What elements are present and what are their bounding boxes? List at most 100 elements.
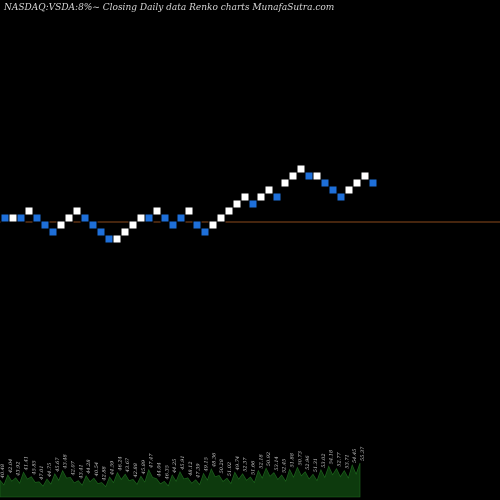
renko-brick-down: [192, 220, 202, 230]
volume-label: 47.01: [39, 465, 45, 480]
volume-label: 43.92: [16, 461, 22, 476]
renko-brick-down: [328, 185, 338, 195]
renko-brick-up: [64, 213, 74, 223]
renko-brick-down: [88, 220, 98, 230]
volume-label: 54.45: [352, 449, 358, 463]
renko-brick-down: [176, 213, 186, 223]
volume-label: 43.67: [125, 457, 131, 473]
renko-brick-down: [16, 213, 26, 223]
volume-area-path: [0, 462, 361, 498]
volume-label: 53.14: [274, 456, 280, 470]
renko-brick-up: [352, 178, 362, 188]
volume-label: 51.88: [290, 453, 296, 467]
renko-brick-up: [56, 220, 66, 230]
renko-brick-down: [40, 220, 50, 230]
renko-brick-down: [96, 227, 106, 237]
renko-brick-up: [240, 192, 250, 202]
renko-brick-up: [128, 220, 138, 230]
renko-brick-down: [0, 213, 10, 223]
volume-area: [0, 462, 361, 498]
volume-label: 49.74: [235, 456, 241, 471]
volume-label: 42.07: [70, 460, 76, 476]
volume-label: 41.41: [24, 456, 30, 471]
volume-label: 52.96: [305, 455, 311, 470]
renko-brick-down: [304, 171, 314, 181]
renko-brick-up: [232, 199, 242, 209]
volume-label: 51.02: [227, 462, 233, 476]
volume-label: 44.59: [110, 460, 116, 476]
renko-brick-up: [184, 206, 194, 216]
volume-label: 52.18: [258, 454, 264, 468]
volume-label: 53.71: [344, 454, 350, 468]
volume-label: 55.37: [360, 446, 366, 461]
chart-title: NASDAQ:VSDA:8%~ Closing Daily data Renko…: [4, 3, 335, 13]
volume-label: 45.67: [55, 457, 61, 473]
volume-label: 50.73: [297, 451, 303, 465]
volume-label: 45.91: [180, 455, 186, 470]
renko-brick-up: [296, 164, 306, 174]
renko-brick-down: [80, 213, 90, 223]
volume-label: 42.88: [102, 466, 108, 481]
volume-labels: 40.48 42.04 43.92 41.41 45.85 47.01 44.75 45.67…: [0, 446, 366, 482]
volume-label: 42.04: [8, 459, 14, 474]
volume-label: 54.18: [329, 450, 335, 464]
renko-brick-down: [272, 192, 282, 202]
renko-brick-up: [360, 171, 370, 181]
volume-label: 51.31: [313, 458, 319, 472]
volume-label: 47.47: [149, 453, 155, 469]
renko-brick-down: [200, 227, 210, 237]
renko-brick-down: [32, 213, 42, 223]
volume-label: 48.36: [211, 452, 217, 468]
renko-brick-up: [136, 213, 146, 223]
volume-label: 40.54: [94, 462, 100, 477]
volume-label: 44.04: [157, 462, 163, 477]
renko-brick-down: [144, 213, 154, 223]
renko-brick-up: [72, 206, 82, 216]
volume-label: 44.28: [86, 459, 92, 474]
volume-label: 52.45: [282, 459, 288, 473]
renko-brick-down: [48, 227, 58, 237]
renko-brick-up: [256, 192, 266, 202]
volume-label: 48.12: [188, 461, 194, 476]
volume-label: 47.39: [196, 463, 202, 479]
renko-brick-up: [208, 220, 218, 230]
renko-brick-up: [24, 206, 34, 216]
renko-brick-up: [112, 234, 122, 244]
renko-brick-up: [264, 185, 274, 195]
renko-brick-up: [224, 206, 234, 216]
volume-label: 49.15: [204, 457, 210, 472]
renko-brick-down: [248, 199, 258, 209]
volume-label: 52.37: [243, 457, 249, 472]
renko-brick-down: [368, 178, 378, 188]
renko-brick-up: [280, 178, 290, 188]
renko-brick-down: [168, 220, 178, 230]
volume-label: 46.24: [117, 456, 123, 471]
volume-label: 51.66: [250, 460, 256, 475]
volume-label: 50.92: [266, 452, 272, 466]
volume-label: 50.28: [219, 459, 225, 473]
renko-brick-down: [336, 192, 346, 202]
renko-brick-up: [120, 227, 130, 237]
renko-brick-up: [312, 171, 322, 181]
volume-label: 40.48: [0, 464, 6, 479]
renko-brick-up: [152, 206, 162, 216]
volume-label: 43.48: [63, 454, 69, 469]
renko-brick-down: [160, 213, 170, 223]
volume-label: 45.85: [31, 460, 37, 475]
renko-brick-down: [104, 234, 114, 244]
volume-label: 43.41: [78, 464, 84, 479]
volume-label: 53.02: [321, 453, 327, 467]
volume-label: 42.88: [133, 463, 139, 478]
brick-layer: [0, 164, 378, 244]
renko-brick-down: [320, 178, 330, 188]
volume-label: 44.25: [172, 459, 178, 474]
renko-brick-up: [288, 171, 298, 181]
renko-brick-up: [216, 213, 226, 223]
volume-label: 45.89: [141, 459, 147, 475]
volume-label: 52.77: [337, 451, 343, 466]
renko-brick-up: [344, 185, 354, 195]
renko-brick-up: [8, 213, 18, 223]
volume-label: 44.75: [47, 463, 53, 478]
